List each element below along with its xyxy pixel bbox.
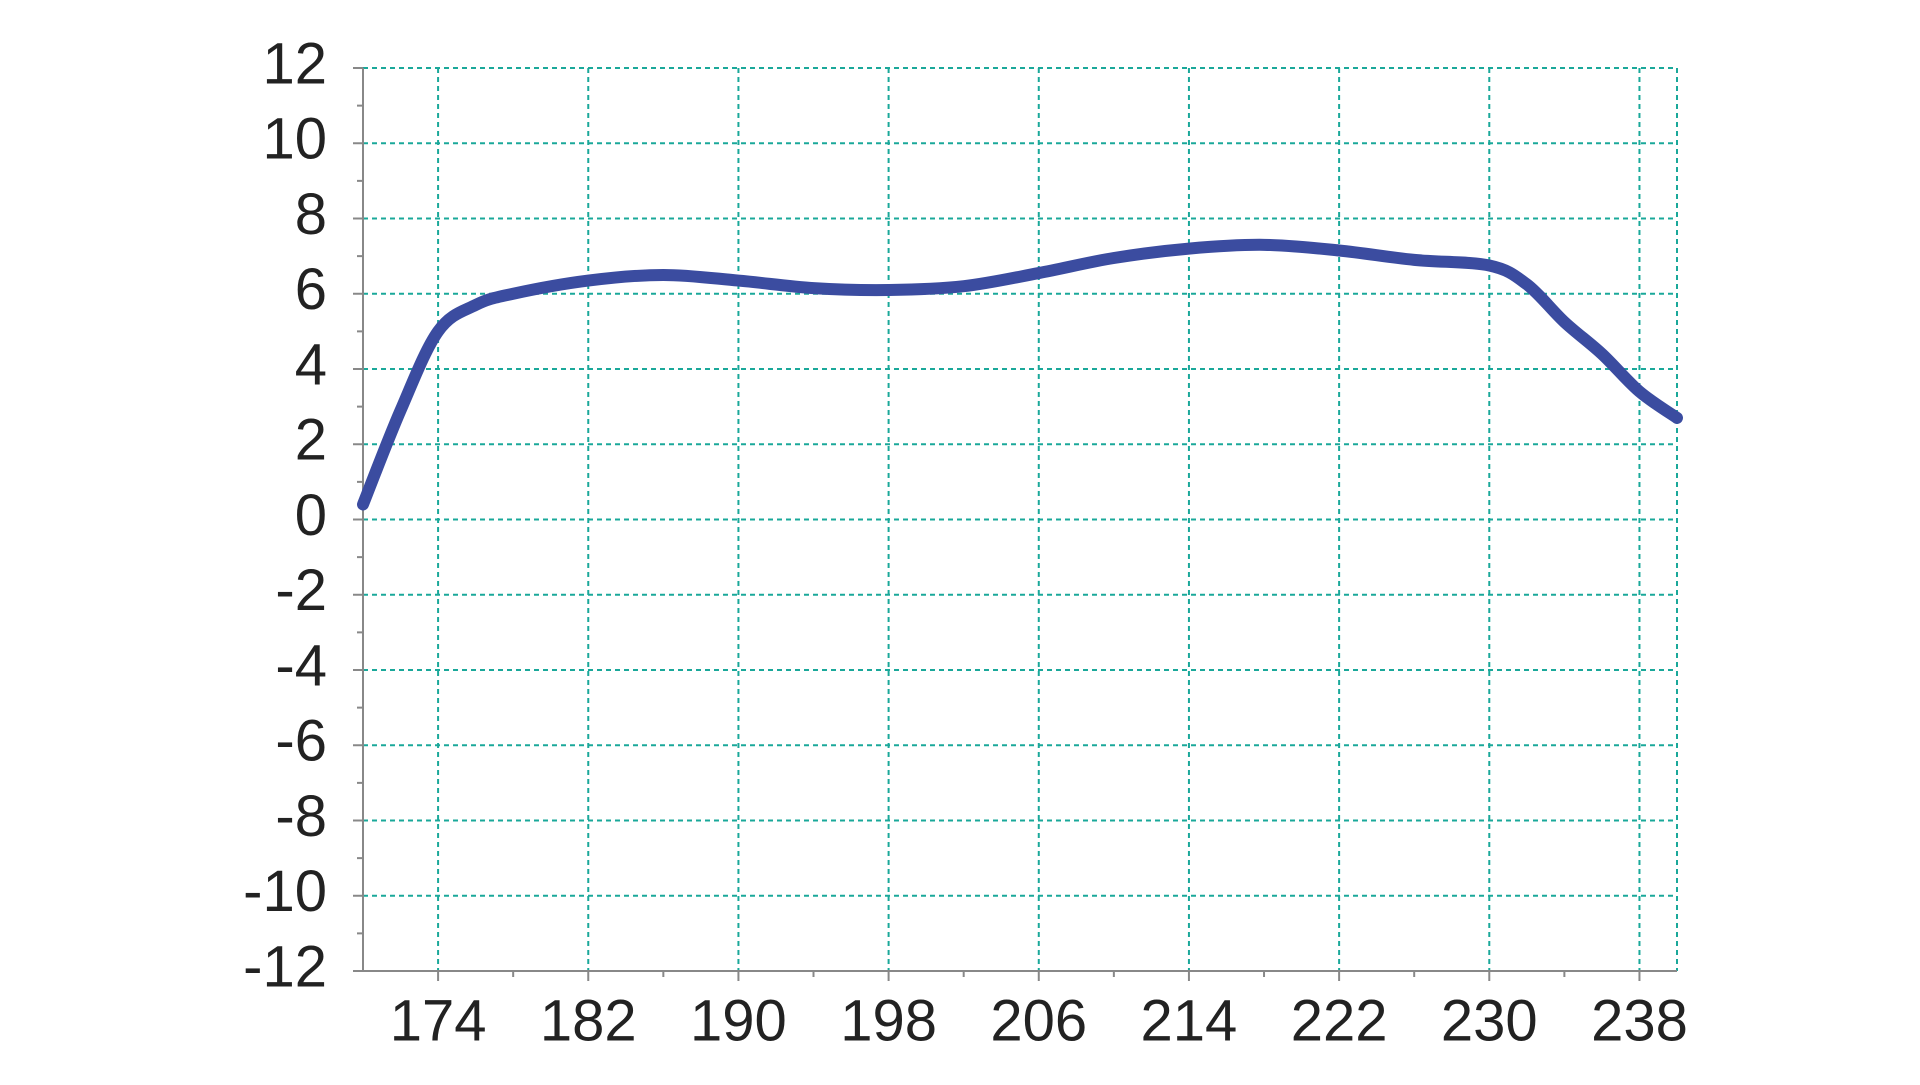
y-tick-label: 12 [262,31,327,96]
x-tick-label: 190 [690,988,787,1053]
y-tick-label: 4 [295,332,327,397]
x-tick-label: 214 [1141,988,1238,1053]
x-tick-label: 182 [540,988,637,1053]
x-tick-label: 206 [990,988,1087,1053]
y-tick-label: -6 [275,709,327,774]
x-tick-label: 198 [840,988,937,1053]
line [357,238,1683,511]
y-tick-label: -2 [275,558,327,623]
y-tick-label: 6 [295,257,327,322]
y-tick-label: 0 [295,483,327,548]
y-tick-label: -12 [243,934,327,999]
y-tick-label: 8 [295,182,327,247]
y-tick-label: -10 [243,859,327,924]
x-tick-label: 174 [390,988,487,1053]
x-tick-label: 238 [1591,988,1688,1053]
y-tick-label: 2 [295,408,327,473]
x-tick-label: 222 [1291,988,1388,1053]
x-tick-label: 230 [1441,988,1538,1053]
y-tick-label: 10 [262,107,327,172]
y-tick-label: -4 [275,633,327,698]
y-tick-label: -8 [275,784,327,849]
